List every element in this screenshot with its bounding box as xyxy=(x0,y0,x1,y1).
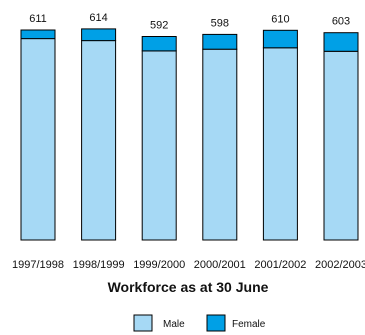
data-label-2000/2001: 598 xyxy=(211,17,229,29)
bar-female-2001/2002 xyxy=(262,29,298,49)
x-tick-label-1998/1999: 1998/1999 xyxy=(73,259,125,271)
data-labels-group: 611 614 592 598 610 603 xyxy=(29,12,350,32)
bar-female-1997/1998 xyxy=(20,29,56,40)
data-label-1997/1998: 611 xyxy=(29,13,47,25)
bar-female-2000/2001 xyxy=(202,33,238,50)
legend: Male Female xyxy=(133,314,266,332)
data-label-2002/2003: 603 xyxy=(332,16,350,28)
bar-male-1997/1998 xyxy=(20,38,56,241)
bar-female-1998/1999 xyxy=(81,28,117,42)
bar-male-2001/2002 xyxy=(262,47,298,241)
bar-male-2000/2001 xyxy=(202,48,238,241)
legend-swatch-female xyxy=(206,314,226,332)
bar-male-2002/2003 xyxy=(323,50,359,241)
x-tick-label-1999/2000: 1999/2000 xyxy=(133,259,185,271)
x-tick-label-2001/2002: 2001/2002 xyxy=(254,259,306,271)
bar-female-2002/2003 xyxy=(323,32,359,52)
x-tick-label-1997/1998: 1997/1998 xyxy=(12,259,64,271)
data-label-1998/1999: 614 xyxy=(89,12,107,24)
x-tick-label-2000/2001: 2000/2001 xyxy=(194,259,246,271)
x-tick-label-2002/2003: 2002/2003 xyxy=(315,259,365,271)
bars-group xyxy=(20,28,359,241)
bar-female-1999/2000 xyxy=(141,36,177,52)
legend-label-male: Male xyxy=(163,319,185,330)
data-label-2001/2002: 610 xyxy=(271,13,289,25)
data-label-1999/2000: 592 xyxy=(150,20,168,32)
x-tick-labels-group: 1997/1998 1998/1999 1999/2000 2000/2001 2001… xyxy=(12,259,365,271)
legend-label-female: Female xyxy=(232,319,266,330)
bar-male-1999/2000 xyxy=(141,50,177,241)
chart-title: Workforce as at 30 June xyxy=(108,279,269,295)
legend-swatch-male xyxy=(133,314,153,332)
bar-male-1998/1999 xyxy=(81,40,117,241)
